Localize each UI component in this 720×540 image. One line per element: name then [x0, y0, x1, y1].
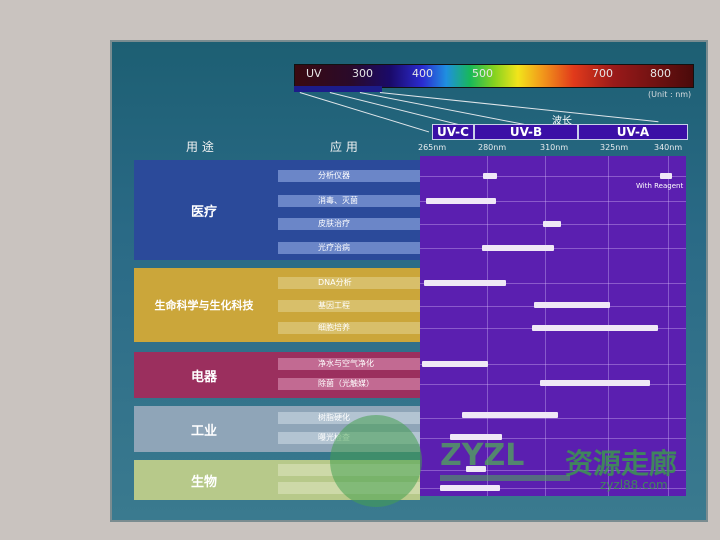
range-bar: [422, 361, 488, 367]
range-bar: [540, 380, 650, 386]
group-industry-label: 工业: [190, 423, 217, 439]
wavelength-title: 波长: [552, 116, 572, 127]
range-bar: [462, 412, 558, 418]
watermark-brand: ZYZL: [440, 438, 525, 473]
group-bio-label: 生物: [190, 474, 217, 490]
group-life-science-label: 生命科学与生化科技: [154, 299, 254, 312]
group-medical-label: 医疗: [190, 204, 217, 220]
tick-280nm: 280nm: [478, 143, 507, 152]
range-bar: [482, 245, 554, 251]
range-bar: [450, 434, 502, 440]
spectrum-label-700: 700: [592, 67, 613, 80]
spectrum-label-500: 500: [472, 67, 493, 80]
app-row: 皮肤治疗: [278, 218, 420, 230]
uv-range-indicator: [294, 86, 382, 92]
watermark-bar: [440, 475, 570, 481]
app-row: 细胞培养: [278, 322, 420, 334]
tick-310nm: 310nm: [540, 143, 569, 152]
app-row: DNA分析: [278, 277, 420, 289]
header-usage: 用 途: [186, 140, 214, 154]
spectrum-label-uv: UV: [306, 67, 322, 80]
spectrum-label-300: 300: [352, 67, 373, 80]
app-row: 消毒、灭菌: [278, 195, 420, 207]
spectrum-unit-label: (Unit : nm): [648, 90, 692, 99]
app-row: 基因工程: [278, 300, 420, 312]
range-bar: [660, 173, 672, 179]
tick-340nm: 340nm: [654, 143, 683, 152]
row-guide: [420, 201, 686, 202]
row-guide: [420, 176, 686, 177]
app-row: 分析仪器: [278, 170, 420, 182]
reagent-note: With Reagent: [636, 182, 684, 190]
spectrum-label-800: 800: [650, 67, 671, 80]
watermark-chinese: 资源走廊: [565, 447, 678, 480]
range-bar: [534, 302, 610, 308]
band-uv-b: UV-B: [474, 124, 578, 140]
gridline: [487, 156, 488, 496]
tick-325nm: 325nm: [600, 143, 629, 152]
spectrum-label-400: 400: [412, 67, 433, 80]
spectrum-gradient-bar: [294, 64, 694, 88]
range-bar: [466, 466, 486, 472]
range-bar: [426, 198, 496, 204]
watermark-logo: [330, 415, 422, 507]
band-uv-a: UV-A: [578, 124, 688, 140]
gridline: [668, 156, 669, 496]
range-bar: [483, 173, 497, 179]
row-guide: [420, 418, 686, 419]
row-guide: [420, 470, 686, 471]
header-application: 应 用: [330, 140, 358, 154]
range-bar: [543, 221, 561, 227]
row-guide: [420, 488, 686, 489]
row-guide: [420, 364, 686, 365]
range-bar: [532, 325, 658, 331]
group-appliance-label: 电器: [190, 369, 217, 385]
app-row: 光疗治病: [278, 242, 420, 254]
row-guide: [420, 283, 686, 284]
app-row: 除菌（光触媒）: [278, 378, 420, 390]
row-guide: [420, 438, 686, 439]
watermark-url: zyzl88.com: [600, 478, 668, 492]
app-row: 净水与空气净化: [278, 358, 420, 370]
band-uv-c: UV-C: [432, 124, 474, 140]
range-bar: [440, 485, 500, 491]
tick-265nm: 265nm: [418, 143, 447, 152]
range-bar: [424, 280, 506, 286]
